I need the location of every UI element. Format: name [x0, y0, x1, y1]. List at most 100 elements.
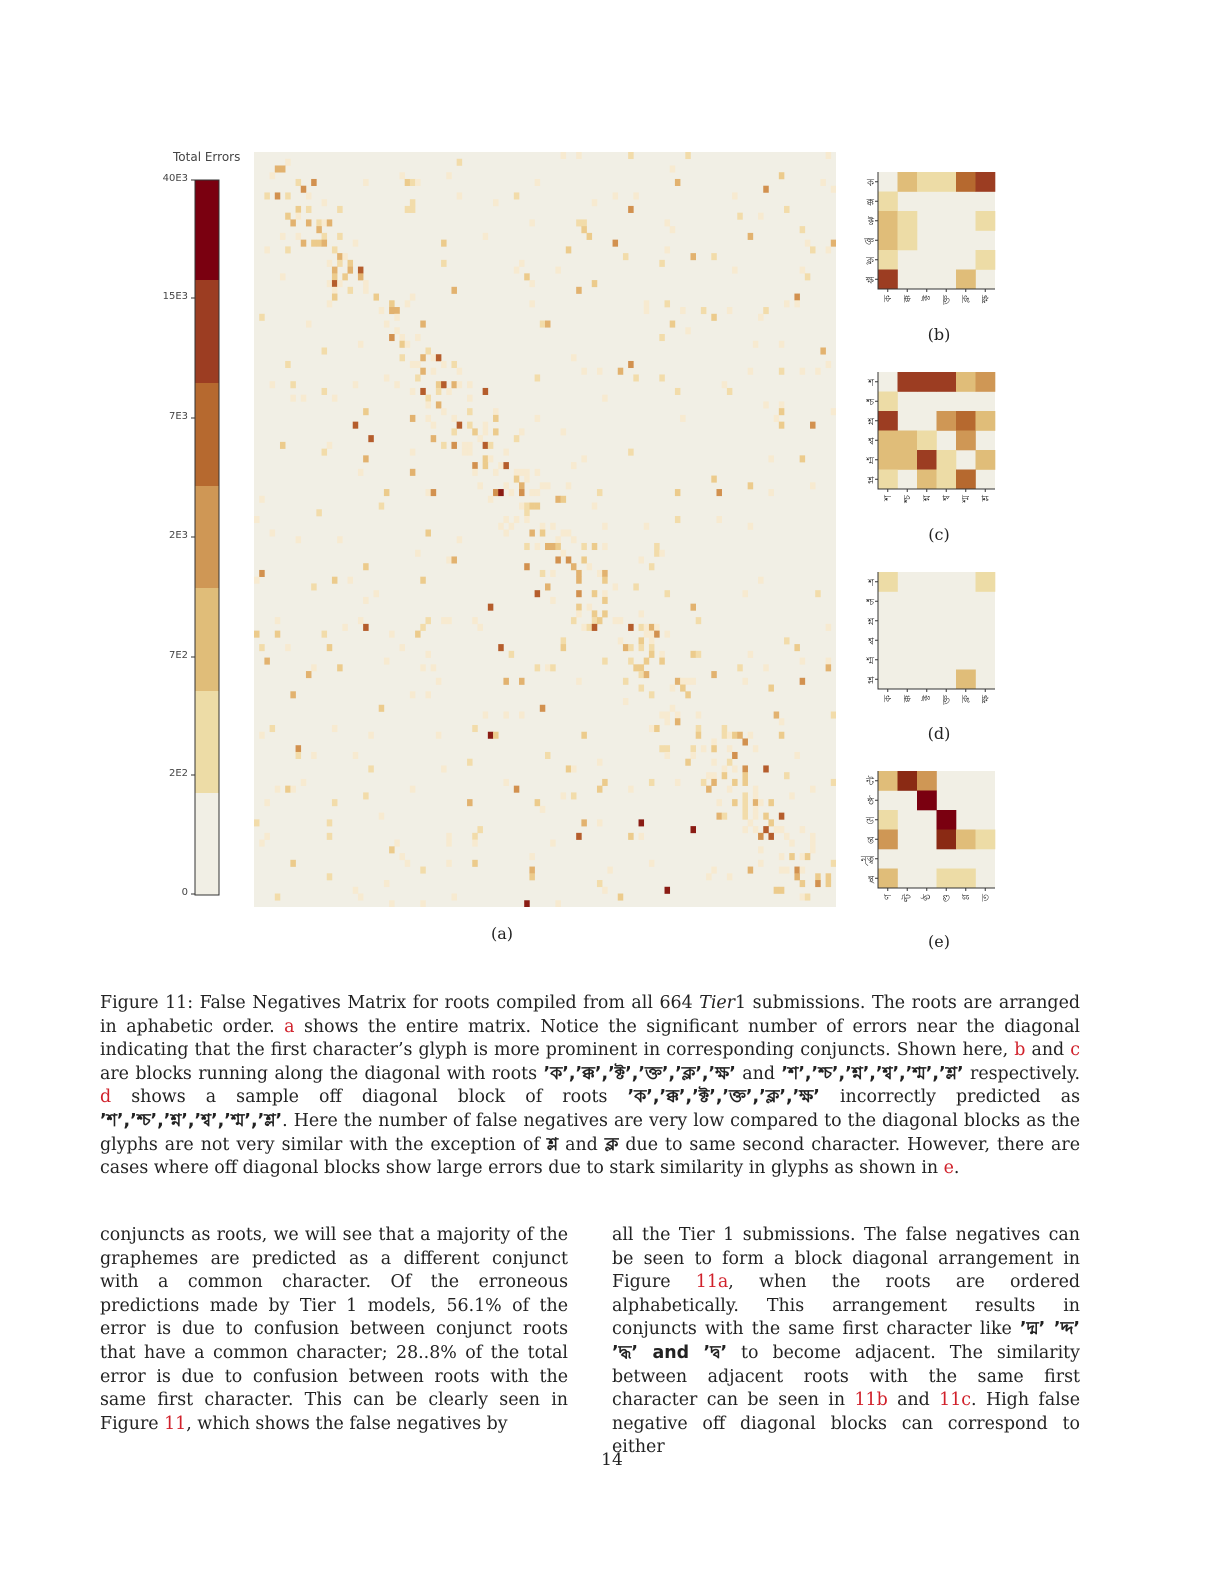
- ref-link-a[interactable]: a: [284, 1016, 295, 1037]
- matrix-cell: [482, 711, 489, 719]
- matrix-cell: [825, 246, 832, 254]
- matrix-cell: [472, 832, 478, 840]
- panel-cell: [956, 469, 976, 490]
- matrix-cell: [290, 219, 296, 227]
- matrix-cell: [373, 293, 380, 301]
- ref-link-11b[interactable]: 11b: [854, 1390, 888, 1411]
- matrix-cell: [576, 576, 582, 584]
- matrix-cell: [752, 812, 759, 820]
- matrix-cell: [254, 576, 260, 584]
- matrix-cell: [435, 677, 442, 685]
- matrix-cell: [456, 421, 463, 429]
- matrix-cell: [680, 307, 686, 315]
- matrix-cell: [529, 853, 535, 861]
- matrix-cell: [539, 704, 546, 712]
- matrix-cell: [487, 731, 494, 739]
- matrix-cell: [389, 307, 395, 315]
- matrix-cell: [274, 785, 281, 793]
- matrix-cell: [643, 630, 650, 638]
- matrix-cell: [409, 178, 416, 186]
- panel-y-label: ন্ঠ: [867, 794, 875, 807]
- matrix-cell: [648, 778, 655, 786]
- matrix-cell: [815, 880, 821, 888]
- matrix-cell: [545, 482, 551, 490]
- matrix-cell: [664, 630, 671, 638]
- matrix-cell: [726, 785, 733, 793]
- matrix-cell: [752, 792, 759, 800]
- matrix-cell: [716, 489, 722, 497]
- matrix-cell: [378, 307, 385, 315]
- ref-link-figure-11[interactable]: 11: [164, 1413, 187, 1434]
- panel-cell: [917, 771, 937, 791]
- matrix-cell: [477, 826, 483, 834]
- matrix-cell: [581, 455, 587, 463]
- colorbar-segment: [195, 383, 219, 486]
- ref-link-e[interactable]: e: [943, 1158, 954, 1179]
- matrix-cell: [654, 549, 660, 557]
- matrix-cell: [420, 576, 426, 584]
- panel-cell: [878, 450, 898, 470]
- matrix-cell: [435, 381, 442, 389]
- ref-link-c[interactable]: c: [1070, 1040, 1080, 1061]
- matrix-cell: [472, 468, 478, 476]
- matrix-cell: [264, 657, 270, 665]
- panel-x-label: শ্ল: [980, 495, 991, 503]
- matrix-cell: [685, 327, 691, 335]
- bengali-root: শ্ল: [546, 1134, 559, 1155]
- matrix-cell: [690, 677, 696, 685]
- body-text: conjuncts as roots, we will see that a m…: [100, 1225, 568, 1434]
- matrix-cell: [425, 414, 431, 422]
- body-text: to become adjacent. The similarity betwe…: [612, 1342, 1080, 1411]
- caption-text: are blocks running along the diagonal wi…: [100, 1063, 544, 1084]
- caption-text: Figure 11: False Negatives Matrix for ro…: [100, 993, 700, 1013]
- panel-cell: [975, 829, 996, 850]
- matrix-cell: [778, 866, 785, 874]
- matrix-cell: [742, 778, 748, 786]
- panel-x-label: ক্ক: [902, 694, 913, 703]
- matrix-cell: [778, 886, 785, 894]
- colorbar-tick-label: 15E3: [162, 291, 188, 302]
- body-text: all the Tier 1 submissions. The false ne…: [612, 1225, 1080, 1293]
- matrix-cell: [633, 664, 639, 672]
- matrix-cell: [503, 529, 509, 537]
- matrix-cell: [789, 839, 795, 847]
- matrix-cell: [643, 657, 650, 665]
- panel-cell: [975, 372, 996, 392]
- matrix-cell: [493, 731, 499, 739]
- panel-y-label: ন্ড: [865, 816, 875, 827]
- matrix-cell: [669, 165, 676, 173]
- matrix-cell: [602, 542, 608, 551]
- ref-link-11a[interactable]: 11a: [695, 1272, 729, 1293]
- matrix-cell: [565, 556, 572, 564]
- matrix-cell: [404, 340, 411, 348]
- ref-link-d[interactable]: d: [100, 1087, 112, 1108]
- matrix-cell: [659, 657, 665, 665]
- matrix-cell: [825, 873, 832, 881]
- matrix-cell: [648, 563, 655, 571]
- matrix-cell: [513, 475, 520, 483]
- matrix-cell: [420, 900, 426, 907]
- matrix-cell: [581, 219, 587, 227]
- matrix-cell: [747, 367, 754, 375]
- matrix-cell: [695, 617, 702, 625]
- matrix-cell: [742, 765, 748, 773]
- matrix-cell: [638, 623, 645, 631]
- panel-cell: [956, 372, 976, 392]
- matrix-cell: [513, 266, 520, 274]
- ref-link-11c[interactable]: 11c: [939, 1390, 972, 1411]
- matrix-cell: [285, 246, 291, 254]
- matrix-cell: [737, 664, 743, 672]
- matrix-cell: [285, 644, 291, 652]
- panel-cell: [917, 450, 937, 470]
- matrix-cell: [529, 280, 535, 288]
- ref-link-b[interactable]: b: [1014, 1040, 1026, 1061]
- panel-axes: [877, 771, 995, 889]
- matrix-cell: [305, 219, 312, 227]
- panel-y-label: শ্ল: [866, 475, 874, 486]
- panel-x-label: ণ্ড: [941, 894, 952, 902]
- panel-x-label: ক: [883, 694, 894, 703]
- matrix-cell: [446, 859, 452, 867]
- matrix-cell: [602, 596, 608, 604]
- body-left-column: conjuncts as roots, we will see that a m…: [100, 1224, 568, 1436]
